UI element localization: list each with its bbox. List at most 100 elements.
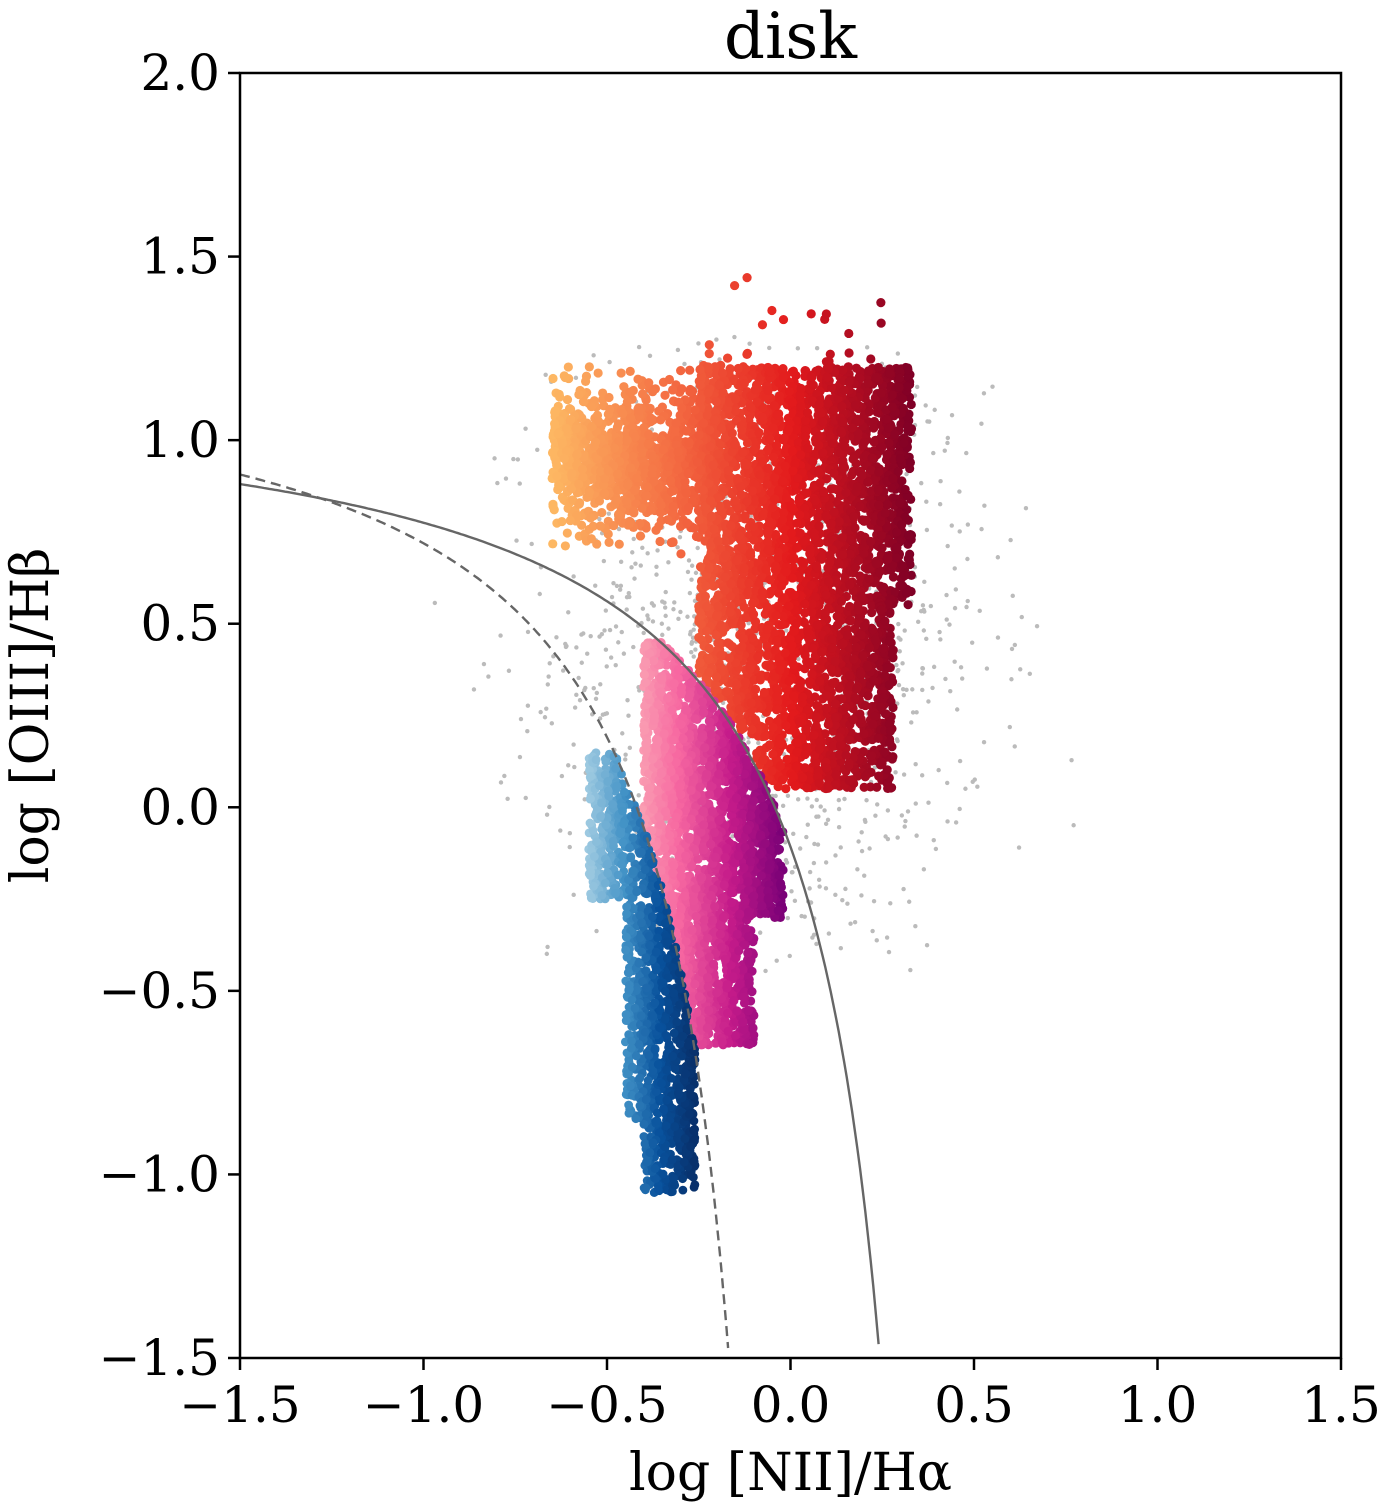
scatter-point	[920, 687, 925, 693]
scatter-point	[895, 738, 900, 744]
scatter-point	[900, 686, 906, 692]
scatter-point	[574, 645, 579, 650]
scatter-point	[953, 820, 959, 825]
scatter-point	[867, 846, 872, 851]
scatter-point	[862, 817, 868, 823]
scatter-point	[525, 703, 531, 708]
scatter-point	[866, 354, 876, 364]
scatter-point	[855, 571, 865, 581]
scatter-point	[952, 605, 958, 611]
scatter-point	[523, 795, 528, 801]
scatter-point	[660, 390, 670, 400]
scatter-point	[913, 762, 918, 767]
scatter-point	[919, 773, 925, 778]
scatter-point	[693, 647, 698, 652]
scatter-point	[822, 808, 827, 813]
scatter-point	[647, 353, 653, 358]
scatter-point	[593, 583, 598, 588]
scatter-point	[729, 280, 740, 291]
scatter-point	[945, 780, 950, 786]
scatter-point	[856, 839, 861, 844]
scatter-point	[836, 596, 847, 607]
scatter-point	[607, 359, 612, 365]
scatter-point	[908, 967, 913, 973]
scatter-point	[616, 526, 622, 532]
scatter-point	[607, 627, 613, 633]
scatter-point	[714, 337, 719, 342]
scatter-point	[947, 622, 952, 627]
scatter-point	[900, 661, 905, 666]
scatter-point	[945, 819, 950, 824]
scatter-point	[1012, 744, 1017, 749]
scatter-point	[611, 580, 616, 586]
scatter-point	[671, 607, 676, 612]
scatter-point	[810, 692, 820, 702]
scatter-point	[825, 817, 831, 822]
scatter-point	[543, 372, 548, 377]
scatter-point	[884, 935, 890, 940]
scatter-point	[597, 634, 602, 639]
scatter-point	[902, 628, 907, 633]
scatter-point	[613, 624, 619, 629]
scatter-point	[982, 503, 987, 508]
scatter-point	[901, 692, 907, 698]
scatter-point	[845, 901, 850, 906]
scatter-point	[640, 606, 646, 611]
scatter-point	[833, 853, 838, 858]
scatter-point	[965, 522, 971, 527]
scatter-point	[792, 543, 802, 553]
scatter-point	[916, 619, 921, 625]
scatter-point	[604, 664, 609, 669]
scatter-point	[914, 833, 919, 838]
scatter-point	[538, 709, 543, 715]
scatter-point	[646, 617, 651, 622]
scatter-point	[618, 559, 624, 565]
scatter-point	[666, 560, 671, 565]
scatter-point	[594, 690, 600, 696]
scatter-point	[1009, 677, 1014, 682]
scatter-point	[609, 594, 615, 600]
scatter-point	[787, 953, 792, 959]
scatter-point	[506, 668, 512, 673]
scatter-point	[636, 793, 641, 798]
scatter-point	[933, 846, 939, 852]
scatter-point	[682, 361, 687, 367]
scatter-point	[747, 341, 752, 346]
scatter-point	[623, 752, 628, 757]
scatter-point	[732, 334, 737, 340]
scatter-point	[566, 610, 571, 615]
scatter-point	[742, 348, 753, 358]
scatter-point	[794, 493, 804, 504]
scatter-point	[906, 899, 912, 904]
scatter-point	[823, 886, 829, 891]
scatter-point	[937, 629, 942, 635]
scatter-point	[586, 513, 596, 523]
scatter-point	[964, 604, 969, 610]
scatter-point	[949, 412, 955, 418]
scatter-point	[630, 550, 635, 555]
scatter-point	[676, 365, 686, 376]
scatter-point	[910, 710, 916, 715]
scatter-point	[645, 551, 650, 556]
scatter-point	[783, 857, 789, 863]
scatter-point	[633, 561, 638, 566]
scatter-point	[625, 698, 630, 703]
scatter-point	[895, 835, 900, 840]
scatter-point	[717, 357, 722, 362]
scatter-point	[1007, 724, 1013, 730]
scatter-point	[672, 600, 677, 605]
scatter-point	[785, 793, 791, 799]
scatter-point	[855, 867, 860, 872]
scatter-point	[547, 661, 552, 666]
scatter-point	[602, 711, 608, 717]
scatter-point	[736, 720, 746, 730]
scatter-point	[816, 877, 822, 883]
scatter-point	[893, 770, 898, 775]
scatter-point	[547, 804, 552, 810]
scatter-point	[517, 754, 523, 760]
scatter-point	[922, 579, 927, 585]
scatter-point	[944, 617, 949, 622]
scatter-point	[514, 538, 519, 543]
scatter-point	[821, 309, 831, 319]
